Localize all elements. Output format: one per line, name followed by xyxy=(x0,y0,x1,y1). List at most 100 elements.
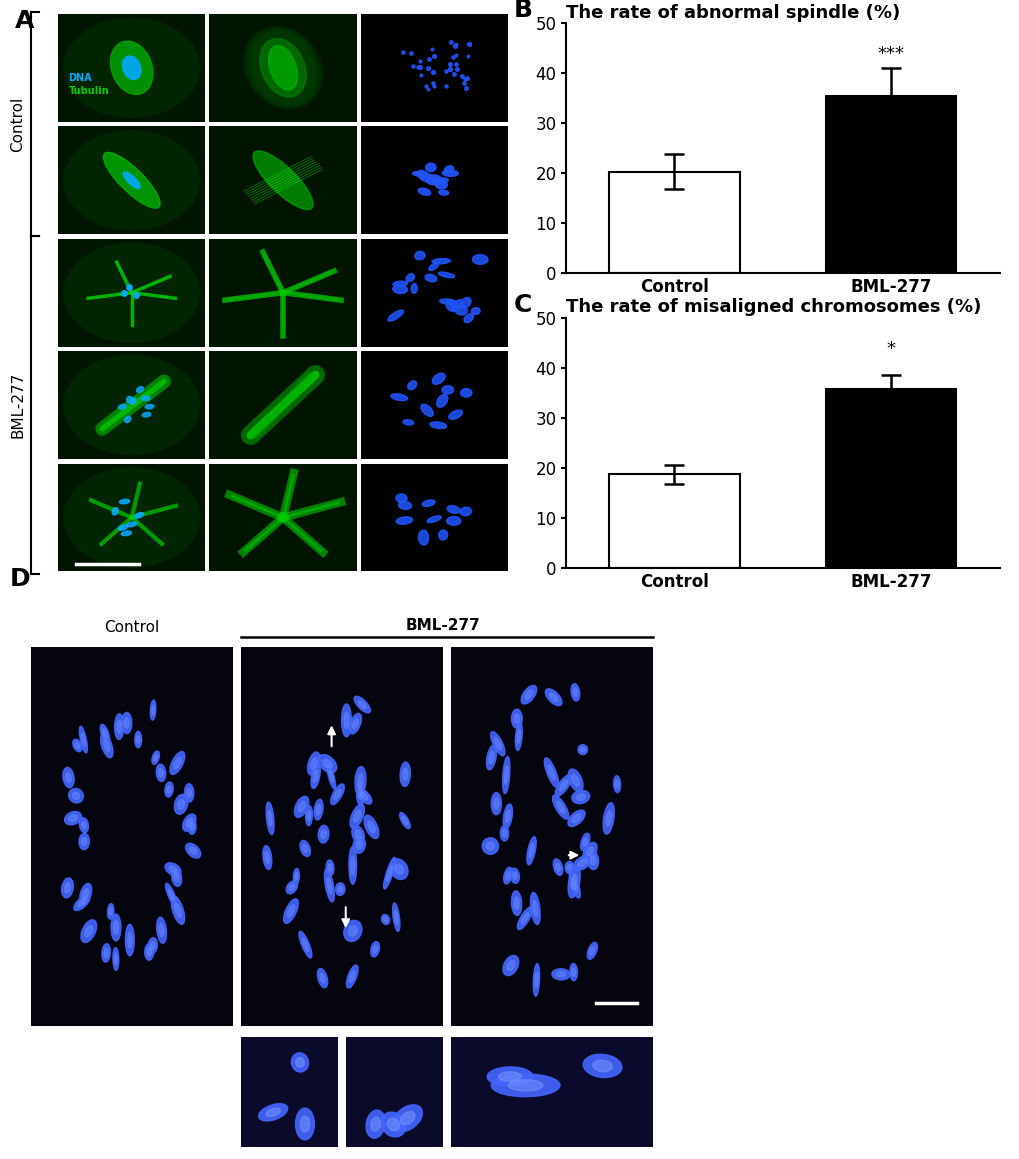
Ellipse shape xyxy=(165,883,176,906)
Ellipse shape xyxy=(288,884,294,890)
Ellipse shape xyxy=(464,314,473,322)
Ellipse shape xyxy=(174,873,179,882)
Ellipse shape xyxy=(354,697,370,713)
Point xyxy=(120,278,137,297)
Ellipse shape xyxy=(296,1108,314,1139)
Ellipse shape xyxy=(552,795,569,819)
Ellipse shape xyxy=(381,1113,406,1137)
Circle shape xyxy=(64,468,200,567)
Ellipse shape xyxy=(104,948,108,957)
Text: C: C xyxy=(514,293,532,318)
Ellipse shape xyxy=(102,943,110,962)
Circle shape xyxy=(64,131,200,229)
Ellipse shape xyxy=(64,811,82,825)
Ellipse shape xyxy=(568,866,580,898)
Ellipse shape xyxy=(64,883,70,892)
Ellipse shape xyxy=(63,767,74,788)
Ellipse shape xyxy=(571,874,577,890)
Ellipse shape xyxy=(448,410,462,420)
Ellipse shape xyxy=(572,774,579,786)
Ellipse shape xyxy=(461,388,472,398)
Ellipse shape xyxy=(589,947,594,955)
Ellipse shape xyxy=(259,1103,287,1121)
Ellipse shape xyxy=(165,782,173,797)
Ellipse shape xyxy=(327,764,335,789)
Ellipse shape xyxy=(419,173,434,182)
Ellipse shape xyxy=(347,926,357,936)
Ellipse shape xyxy=(357,788,371,804)
Ellipse shape xyxy=(334,789,340,800)
Point xyxy=(447,45,464,64)
Ellipse shape xyxy=(147,948,151,956)
Ellipse shape xyxy=(472,255,487,264)
Ellipse shape xyxy=(428,175,441,183)
Text: DNA: DNA xyxy=(68,73,92,82)
Ellipse shape xyxy=(313,771,318,782)
Ellipse shape xyxy=(461,298,471,308)
Ellipse shape xyxy=(415,252,425,260)
Point xyxy=(127,285,144,304)
Ellipse shape xyxy=(361,793,368,800)
Point xyxy=(425,73,441,92)
Ellipse shape xyxy=(511,891,521,916)
Point xyxy=(424,63,440,81)
Bar xyxy=(825,389,956,568)
Point xyxy=(421,50,437,68)
Ellipse shape xyxy=(307,810,311,821)
Ellipse shape xyxy=(318,825,328,843)
Text: D: D xyxy=(10,567,31,591)
Ellipse shape xyxy=(298,802,305,812)
Ellipse shape xyxy=(486,745,496,770)
Ellipse shape xyxy=(287,905,294,917)
Ellipse shape xyxy=(392,282,408,286)
Ellipse shape xyxy=(521,685,536,704)
Ellipse shape xyxy=(504,766,507,785)
Point xyxy=(446,37,463,56)
Ellipse shape xyxy=(186,788,192,797)
Ellipse shape xyxy=(517,729,520,743)
Ellipse shape xyxy=(401,817,408,825)
Ellipse shape xyxy=(174,794,187,815)
Ellipse shape xyxy=(368,821,375,833)
Ellipse shape xyxy=(432,373,444,385)
Ellipse shape xyxy=(364,815,378,839)
Ellipse shape xyxy=(302,938,309,952)
Ellipse shape xyxy=(551,969,570,979)
Ellipse shape xyxy=(174,903,181,917)
Ellipse shape xyxy=(438,272,454,278)
Ellipse shape xyxy=(436,394,447,407)
Ellipse shape xyxy=(263,846,272,869)
Ellipse shape xyxy=(112,508,118,515)
Ellipse shape xyxy=(82,732,86,746)
Ellipse shape xyxy=(114,953,117,964)
Bar xyxy=(825,96,956,274)
Text: ***: *** xyxy=(877,45,904,63)
Point xyxy=(441,54,458,73)
Ellipse shape xyxy=(438,530,447,540)
Ellipse shape xyxy=(441,386,453,394)
Ellipse shape xyxy=(392,1105,422,1131)
Ellipse shape xyxy=(399,1111,415,1125)
Text: BML-277: BML-277 xyxy=(405,618,480,633)
Ellipse shape xyxy=(142,413,151,417)
Point xyxy=(455,70,472,88)
Ellipse shape xyxy=(107,904,114,919)
Ellipse shape xyxy=(294,796,309,817)
Ellipse shape xyxy=(346,965,358,987)
Ellipse shape xyxy=(126,396,132,403)
Ellipse shape xyxy=(427,516,441,523)
Point xyxy=(412,51,428,70)
Ellipse shape xyxy=(348,713,361,734)
Ellipse shape xyxy=(324,869,334,902)
Ellipse shape xyxy=(126,522,137,527)
Ellipse shape xyxy=(383,917,387,923)
Ellipse shape xyxy=(355,766,366,795)
Ellipse shape xyxy=(533,963,539,996)
Ellipse shape xyxy=(248,30,318,105)
Ellipse shape xyxy=(299,931,312,958)
Ellipse shape xyxy=(569,872,580,898)
Ellipse shape xyxy=(300,840,310,857)
Ellipse shape xyxy=(383,858,395,889)
Ellipse shape xyxy=(72,739,82,752)
Ellipse shape xyxy=(119,500,129,504)
